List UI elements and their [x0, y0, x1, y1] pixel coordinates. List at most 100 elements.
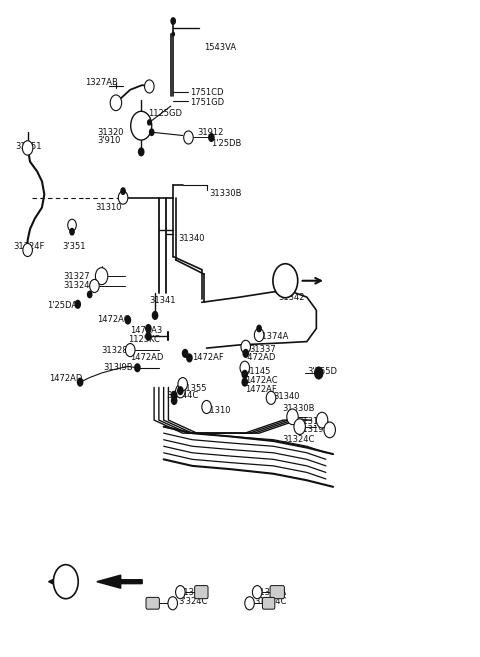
Text: 31351: 31351: [16, 142, 42, 151]
Text: 31324C: 31324C: [254, 597, 287, 606]
Text: 3'324C: 3'324C: [178, 597, 207, 606]
Text: 31328: 31328: [102, 346, 128, 355]
Text: 31324F: 31324F: [13, 242, 45, 250]
Circle shape: [145, 324, 152, 333]
Circle shape: [241, 378, 248, 387]
Circle shape: [186, 353, 193, 363]
Text: 31342: 31342: [278, 292, 305, 302]
Text: 1472AF: 1472AF: [192, 353, 224, 362]
Text: 31312A: 31312A: [297, 417, 329, 426]
Text: 31330B: 31330B: [209, 189, 241, 198]
Circle shape: [87, 290, 93, 298]
Text: 1751CD: 1751CD: [190, 89, 223, 97]
Text: 31145: 31145: [245, 367, 271, 376]
Circle shape: [138, 147, 144, 156]
Circle shape: [176, 385, 185, 398]
Text: A: A: [281, 276, 289, 286]
Circle shape: [208, 133, 215, 142]
Circle shape: [110, 95, 121, 110]
Text: 1472AF: 1472AF: [245, 385, 276, 394]
Circle shape: [241, 340, 251, 353]
FancyBboxPatch shape: [195, 585, 208, 599]
Text: 31324C: 31324C: [282, 435, 314, 444]
Circle shape: [241, 370, 248, 379]
Text: 31355: 31355: [180, 384, 207, 393]
Circle shape: [242, 349, 249, 358]
Text: 1'25DB: 1'25DB: [211, 139, 242, 148]
Text: 31310: 31310: [95, 203, 121, 212]
Circle shape: [124, 315, 131, 325]
Text: 31320: 31320: [97, 127, 123, 137]
Circle shape: [118, 191, 128, 204]
Circle shape: [69, 228, 75, 236]
Text: 3'355D: 3'355D: [307, 367, 337, 376]
Circle shape: [171, 32, 175, 37]
Circle shape: [324, 422, 336, 438]
Text: 31310: 31310: [204, 406, 231, 415]
Circle shape: [147, 119, 152, 125]
Circle shape: [120, 187, 126, 195]
Text: 31319A: 31319A: [297, 425, 329, 434]
Circle shape: [314, 367, 324, 380]
Text: 1'25DA: 1'25DA: [47, 301, 77, 310]
Circle shape: [176, 585, 185, 599]
Circle shape: [177, 386, 184, 396]
Text: 1125GD: 1125GD: [148, 110, 182, 118]
Text: 31340: 31340: [274, 392, 300, 401]
Circle shape: [23, 244, 33, 256]
Circle shape: [131, 111, 152, 140]
Circle shape: [245, 597, 254, 610]
Text: 1472AC: 1472AC: [97, 315, 130, 325]
Circle shape: [149, 128, 155, 136]
Circle shape: [125, 344, 135, 357]
Text: 31144C: 31144C: [166, 392, 198, 400]
Circle shape: [316, 412, 328, 428]
Circle shape: [96, 267, 108, 284]
Circle shape: [182, 349, 189, 358]
Text: 31326: 31326: [178, 587, 204, 597]
Text: 31327: 31327: [63, 271, 90, 281]
Circle shape: [171, 396, 178, 405]
Text: 313I9B: 313I9B: [103, 363, 132, 373]
Circle shape: [53, 564, 78, 599]
Circle shape: [266, 392, 276, 405]
Text: 1472A3: 1472A3: [130, 326, 163, 335]
Text: 31325A: 31325A: [254, 587, 287, 597]
Circle shape: [184, 131, 193, 144]
Circle shape: [152, 311, 158, 320]
Text: 1472AD: 1472AD: [130, 353, 164, 362]
Polygon shape: [97, 575, 142, 588]
Text: 1543VA: 1543VA: [204, 43, 236, 52]
Circle shape: [202, 401, 211, 413]
Circle shape: [68, 219, 76, 231]
Circle shape: [23, 141, 33, 155]
Text: 31337: 31337: [249, 345, 276, 354]
FancyBboxPatch shape: [146, 597, 159, 609]
Text: 1327AB: 1327AB: [85, 78, 118, 87]
Text: 1751GD: 1751GD: [190, 99, 224, 107]
Text: 31374A: 31374A: [257, 332, 289, 341]
Circle shape: [256, 325, 262, 332]
Text: 1125KC: 1125KC: [128, 335, 160, 344]
Text: A: A: [61, 577, 70, 587]
Circle shape: [144, 80, 154, 93]
Circle shape: [287, 409, 298, 424]
Circle shape: [178, 378, 188, 391]
Text: 3'351: 3'351: [62, 242, 86, 250]
Circle shape: [240, 361, 250, 374]
Text: 3'910: 3'910: [97, 136, 120, 145]
Circle shape: [168, 597, 178, 610]
Circle shape: [171, 391, 178, 400]
Text: '472AD: '472AD: [245, 353, 275, 363]
Circle shape: [74, 300, 81, 309]
Text: 1472AC: 1472AC: [245, 376, 277, 386]
Text: 31912: 31912: [197, 127, 223, 137]
Circle shape: [252, 585, 262, 599]
Circle shape: [273, 263, 298, 298]
FancyBboxPatch shape: [270, 585, 284, 599]
Text: 31341: 31341: [149, 296, 176, 305]
Circle shape: [90, 279, 99, 292]
Circle shape: [77, 378, 84, 387]
Circle shape: [145, 332, 152, 341]
Text: 1472AD: 1472AD: [49, 374, 83, 384]
